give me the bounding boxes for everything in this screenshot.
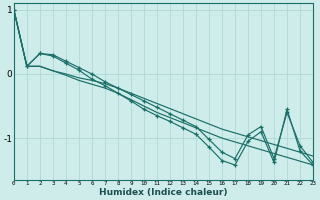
- X-axis label: Humidex (Indice chaleur): Humidex (Indice chaleur): [99, 188, 228, 197]
